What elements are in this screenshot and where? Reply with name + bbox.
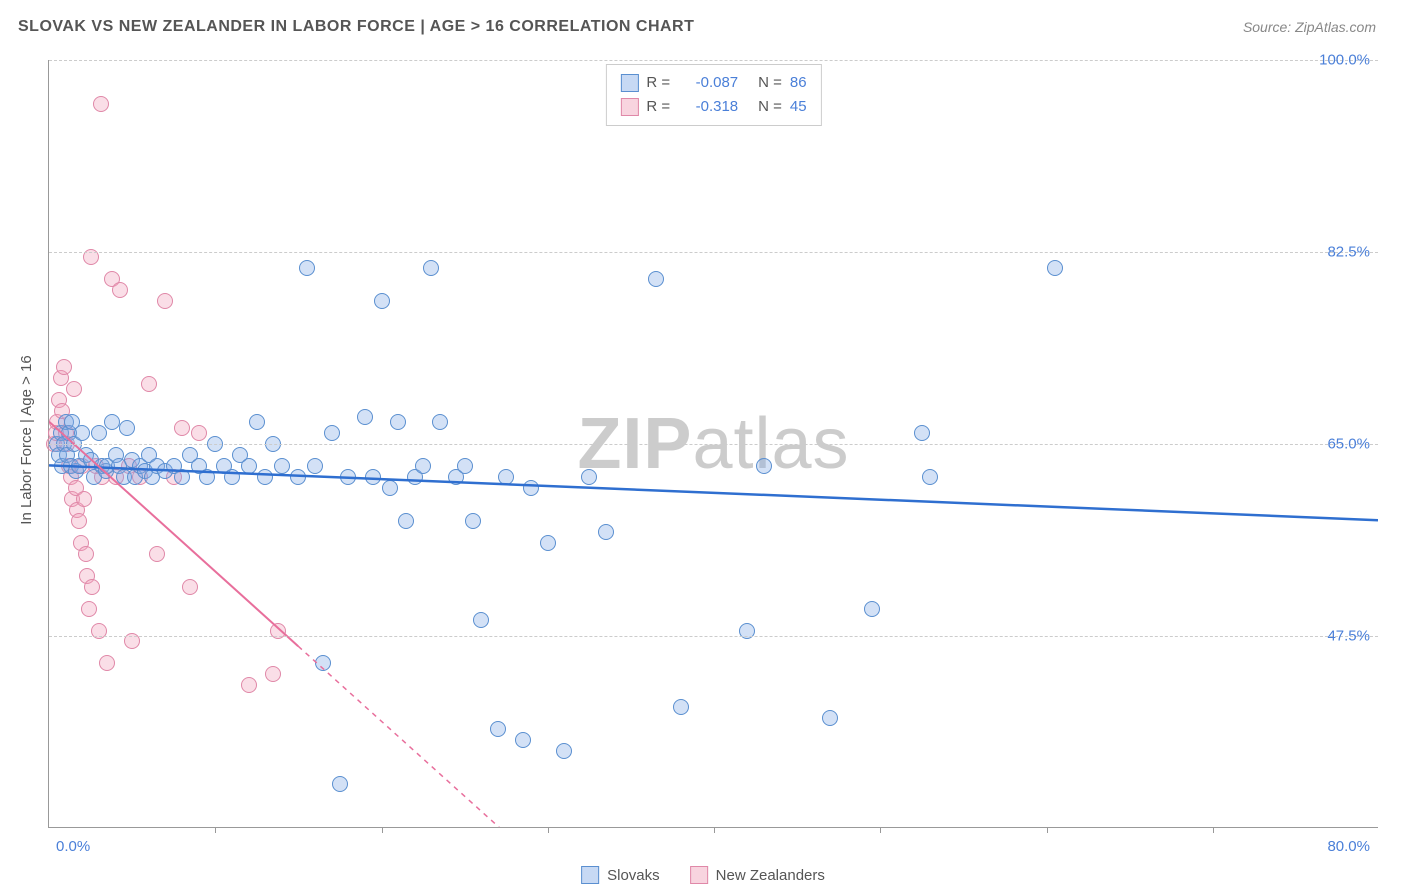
scatter-point [922, 469, 938, 485]
scatter-point [465, 513, 481, 529]
scatter-point [307, 458, 323, 474]
scatter-point [84, 579, 100, 595]
scatter-point [299, 260, 315, 276]
scatter-point [241, 677, 257, 693]
scatter-point [523, 480, 539, 496]
scatter-point [1047, 260, 1063, 276]
y-tick-label: 100.0% [1319, 52, 1370, 69]
scatter-point [149, 546, 165, 562]
scatter-point [224, 469, 240, 485]
scatter-point [648, 271, 664, 287]
scatter-point [864, 601, 880, 617]
scatter-point [74, 425, 90, 441]
x-tick [1047, 827, 1048, 833]
chart-header: SLOVAK VS NEW ZEALANDER IN LABOR FORCE |… [0, 0, 1406, 36]
x-tick [382, 827, 383, 833]
scatter-point [93, 96, 109, 112]
series-legend: Slovaks New Zealanders [581, 866, 825, 884]
correlation-row-blue: R = -0.087 N = 86 [620, 71, 806, 95]
chart-source: Source: ZipAtlas.com [1243, 19, 1376, 35]
scatter-point [540, 535, 556, 551]
scatter-point [374, 293, 390, 309]
scatter-point [581, 469, 597, 485]
y-tick-label: 47.5% [1327, 628, 1370, 645]
scatter-point [241, 458, 257, 474]
swatch-blue [620, 74, 638, 92]
legend-label-slovaks: Slovaks [607, 867, 660, 884]
y-tick-label: 82.5% [1327, 244, 1370, 261]
legend-item-slovaks: Slovaks [581, 866, 660, 884]
scatter-point [191, 425, 207, 441]
scatter-point [290, 469, 306, 485]
scatter-point [274, 458, 290, 474]
y-axis-title: In Labor Force | Age > 16 [18, 355, 35, 524]
scatter-point [56, 359, 72, 375]
gridline-h [49, 252, 1378, 253]
scatter-point [112, 282, 128, 298]
x-tick [548, 827, 549, 833]
chart-title: SLOVAK VS NEW ZEALANDER IN LABOR FORCE |… [18, 18, 694, 36]
scatter-point [822, 710, 838, 726]
scatter-point [104, 414, 120, 430]
x-tick [714, 827, 715, 833]
legend-item-new-zealanders: New Zealanders [690, 866, 825, 884]
y-tick-label: 65.0% [1327, 436, 1370, 453]
x-tick [880, 827, 881, 833]
scatter-point [315, 655, 331, 671]
scatter-point [265, 666, 281, 682]
scatter-point [340, 469, 356, 485]
scatter-point [498, 469, 514, 485]
scatter-point [756, 458, 772, 474]
scatter-point [398, 513, 414, 529]
scatter-point [598, 524, 614, 540]
swatch-pink-icon [690, 866, 708, 884]
scatter-point [182, 579, 198, 595]
scatter-point [473, 612, 489, 628]
scatter-point [249, 414, 265, 430]
scatter-point [257, 469, 273, 485]
scatter-point [199, 469, 215, 485]
x-tick [215, 827, 216, 833]
scatter-point [457, 458, 473, 474]
correlation-legend: R = -0.087 N = 86 R = -0.318 N = 45 [605, 64, 821, 126]
scatter-point [99, 655, 115, 671]
scatter-point [71, 513, 87, 529]
scatter-point [415, 458, 431, 474]
x-max-label: 80.0% [1327, 838, 1370, 855]
scatter-point [490, 721, 506, 737]
correlation-row-pink: R = -0.318 N = 45 [620, 95, 806, 119]
chart-plot-area: ZIPatlas R = -0.087 N = 86 R = -0.318 N … [48, 60, 1378, 828]
scatter-point [365, 469, 381, 485]
scatter-point [324, 425, 340, 441]
gridline-h [49, 444, 1378, 445]
scatter-point [423, 260, 439, 276]
scatter-point [515, 732, 531, 748]
scatter-point [673, 699, 689, 715]
gridline-h [49, 60, 1378, 61]
scatter-point [157, 293, 173, 309]
scatter-point [390, 414, 406, 430]
scatter-point [914, 425, 930, 441]
scatter-point [556, 743, 572, 759]
scatter-point [382, 480, 398, 496]
x-tick [1213, 827, 1214, 833]
gridline-h [49, 636, 1378, 637]
scatter-point [76, 491, 92, 507]
scatter-point [78, 546, 94, 562]
scatter-point [66, 381, 82, 397]
scatter-point [357, 409, 373, 425]
scatter-point [174, 420, 190, 436]
scatter-point [174, 469, 190, 485]
scatter-point [91, 425, 107, 441]
scatter-point [81, 601, 97, 617]
scatter-point [141, 376, 157, 392]
scatter-point [332, 776, 348, 792]
scatter-point [432, 414, 448, 430]
scatter-point [119, 420, 135, 436]
x-min-label: 0.0% [56, 838, 90, 855]
legend-label-new-zealanders: New Zealanders [716, 867, 825, 884]
swatch-blue-icon [581, 866, 599, 884]
swatch-pink [620, 98, 638, 116]
